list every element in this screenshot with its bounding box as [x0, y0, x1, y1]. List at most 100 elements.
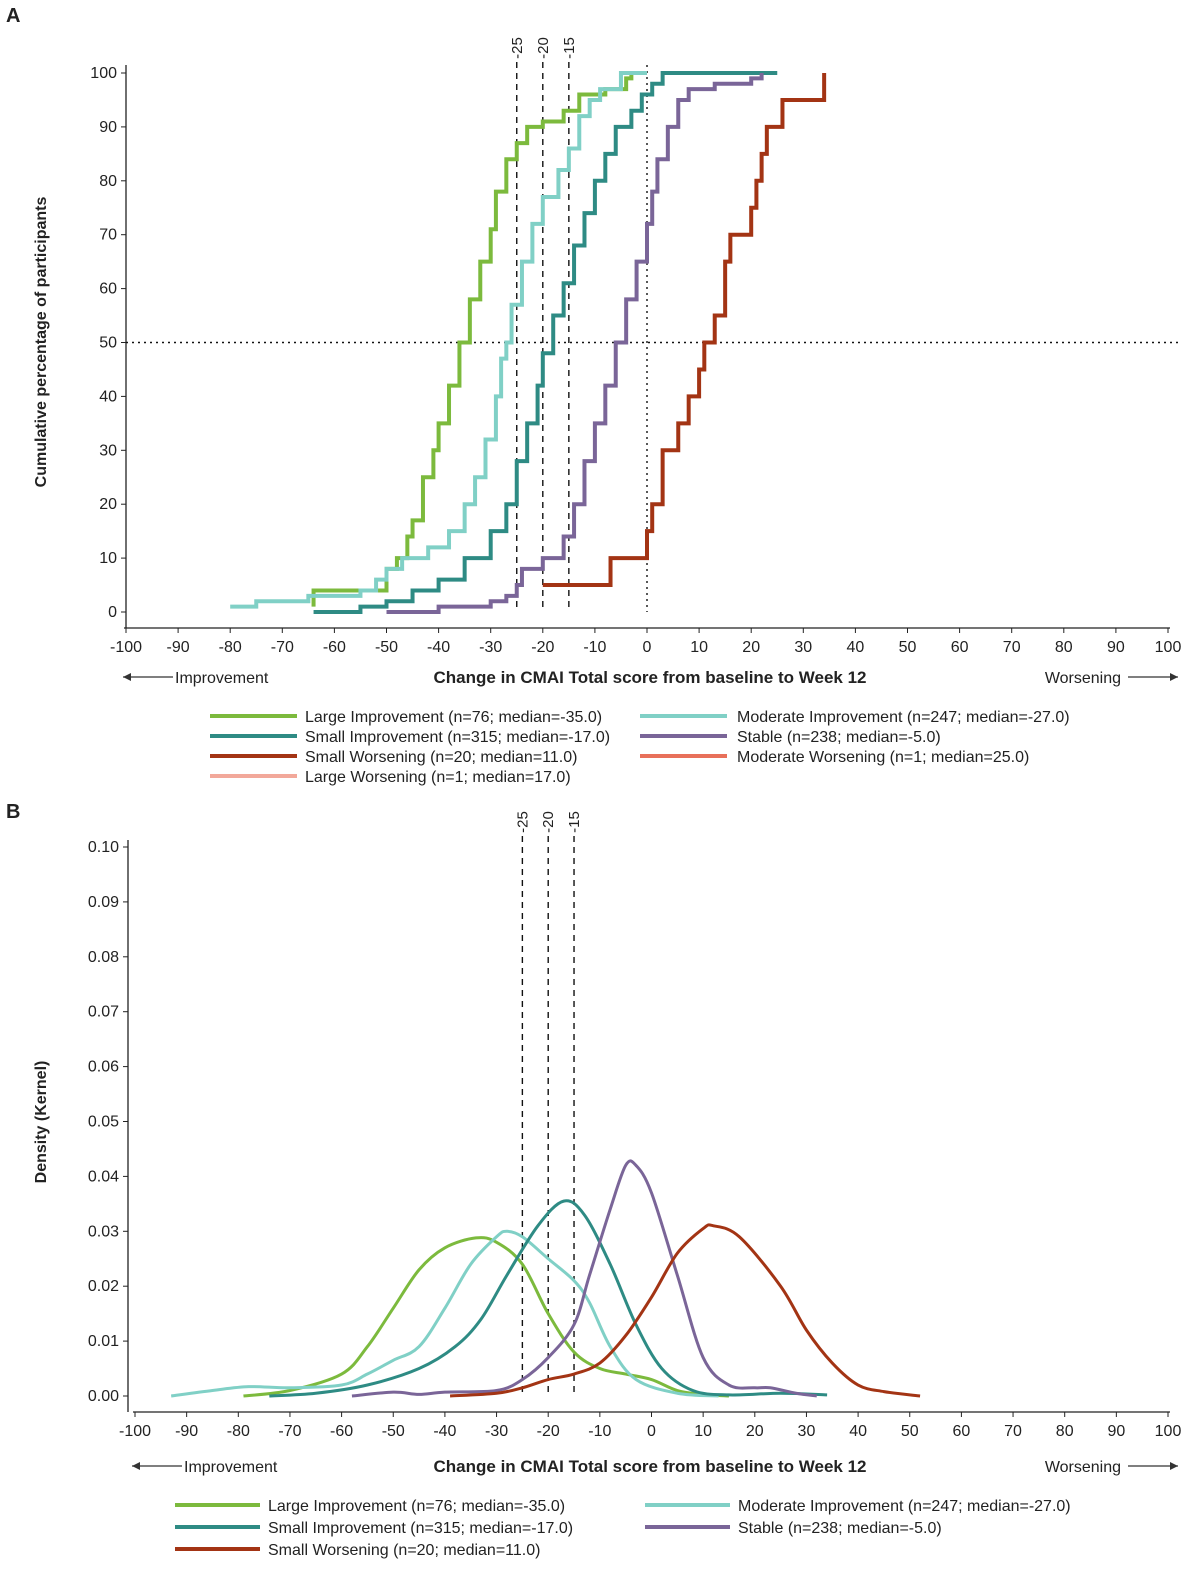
- y-tick-label: 0.00: [88, 1388, 119, 1405]
- reference-line-label: -20: [540, 811, 557, 833]
- panel-b: B-100 -90 -80 -70 -60 -50 -40 -30 -20 -10 0 10 20 30 4…: [6, 801, 1181, 1559]
- x-tick-label: -40: [427, 639, 450, 656]
- y-tick-label: 0.10: [88, 839, 119, 856]
- legend-label: Small Worsening (n=20; median=11.0): [305, 749, 577, 766]
- x-tick-label: -10: [588, 1423, 611, 1440]
- reference-line-label: -25: [514, 811, 531, 833]
- x-tick-label: 0: [643, 639, 652, 656]
- x-tick-label: -50: [375, 639, 398, 656]
- y-tick-label: 40: [99, 388, 117, 405]
- y-tick-label: 10: [99, 550, 117, 567]
- x-axis-title: Change in CMAI Total score from baseline…: [434, 668, 867, 687]
- x-tick-label: -50: [382, 1423, 405, 1440]
- y-axis-title: Cumulative percentage of participants: [33, 197, 50, 488]
- x-tick-label: -90: [175, 1423, 198, 1440]
- x-tick-label: -10: [583, 639, 606, 656]
- series-moderate-improvement: [170, 1229, 719, 1398]
- x-tick-label: -80: [227, 1423, 250, 1440]
- x-tick-label: 70: [1004, 1423, 1022, 1440]
- y-tick-label: 70: [99, 227, 117, 244]
- y-tick-label: 0.05: [88, 1114, 119, 1131]
- x-tick-label: -70: [271, 639, 294, 656]
- y-axis-title: Density (Kernel): [33, 1061, 50, 1184]
- x-tick-label: 60: [953, 1423, 971, 1440]
- legend-label: Moderate Worsening (n=1; median=25.0): [737, 749, 1029, 766]
- legend-label: Small Worsening (n=20; median=11.0): [268, 1542, 540, 1559]
- x-tick-label: -20: [531, 639, 554, 656]
- x-tick-label: 70: [1003, 639, 1021, 656]
- left-arrow-head-icon: [123, 673, 131, 681]
- x-tick-label: 50: [899, 639, 917, 656]
- y-tick-label: 0.08: [88, 949, 119, 966]
- x-tick-label: 20: [742, 639, 760, 656]
- legend-label: Small Improvement (n=315; median=-17.0): [305, 729, 610, 746]
- x-tick-label: 90: [1107, 1423, 1125, 1440]
- panel-label: B: [6, 801, 20, 823]
- legend-label: Stable (n=238; median=-5.0): [738, 1520, 942, 1537]
- legend-label: Moderate Improvement (n=247; median=-27.…: [737, 709, 1070, 726]
- y-tick-label: 80: [99, 173, 117, 190]
- series-small-worsening: [542, 73, 827, 588]
- y-tick-label: 0.09: [88, 894, 119, 911]
- series-stable: [351, 1159, 817, 1398]
- x-tick-label: 100: [1155, 639, 1182, 656]
- x-tick-label: 80: [1055, 639, 1073, 656]
- x-tick-label: -60: [323, 639, 346, 656]
- y-tick-label: 30: [99, 442, 117, 459]
- x-tick-label: -100: [119, 1423, 151, 1440]
- series-small-improvement: [269, 1199, 828, 1398]
- y-tick-label: 100: [90, 65, 117, 82]
- x-tick-label: -30: [485, 1423, 508, 1440]
- x-tick-label: 40: [849, 1423, 867, 1440]
- reference-line-label: -25: [509, 37, 526, 59]
- reference-line-label: -20: [535, 37, 552, 59]
- y-tick-label: 60: [99, 281, 117, 298]
- y-tick-label: 0.01: [88, 1333, 119, 1350]
- x-tick-label: 80: [1056, 1423, 1074, 1440]
- x-tick-label: 90: [1107, 639, 1125, 656]
- x-tick-label: 30: [794, 639, 812, 656]
- x-tick-label: -20: [537, 1423, 560, 1440]
- legend-label: Stable (n=238; median=-5.0): [737, 729, 941, 746]
- legend-label: Large Improvement (n=76; median=-35.0): [268, 1498, 565, 1515]
- reference-line-label: -15: [561, 37, 578, 59]
- reference-line-label: -15: [566, 811, 583, 833]
- x-tick-label: -90: [167, 639, 190, 656]
- x-tick-label: 100: [1155, 1423, 1182, 1440]
- x-tick-label: 20: [746, 1423, 764, 1440]
- panel-label: A: [6, 5, 20, 27]
- x-tick-label: -30: [479, 639, 502, 656]
- right-arrow-head-icon: [1170, 1462, 1178, 1470]
- y-tick-label: 0.02: [88, 1278, 119, 1295]
- x-tick-label: -100: [110, 639, 142, 656]
- x-tick-label: 50: [901, 1423, 919, 1440]
- legend-label: Large Improvement (n=76; median=-35.0): [305, 709, 602, 726]
- y-tick-label: 0.07: [88, 1004, 119, 1021]
- x-tick-label: 60: [951, 639, 969, 656]
- series-small-improvement: [313, 71, 778, 614]
- y-tick-label: 20: [99, 496, 117, 513]
- right-arrow-head-icon: [1170, 673, 1178, 681]
- y-tick-label: 50: [99, 335, 117, 352]
- improvement-annotation: Improvement: [184, 1459, 278, 1476]
- series-large-improvement: [311, 73, 634, 607]
- y-tick-label: 0.06: [88, 1059, 119, 1076]
- x-tick-label: -80: [219, 639, 242, 656]
- x-tick-label: 0: [647, 1423, 656, 1440]
- legend-label: Large Worsening (n=1; median=17.0): [305, 769, 571, 786]
- x-tick-label: 30: [798, 1423, 816, 1440]
- x-tick-label: 40: [847, 639, 865, 656]
- series-moderate-improvement: [230, 71, 647, 609]
- panel-a: A-100 -90 -80 -70 -60 -50 -40 -30 -20 -10 0 10 20 30 4…: [6, 5, 1181, 786]
- x-tick-label: -70: [278, 1423, 301, 1440]
- worsening-annotation: Worsening: [1045, 1459, 1121, 1476]
- y-tick-label: 0: [108, 604, 117, 621]
- x-axis-title: Change in CMAI Total score from baseline…: [434, 1457, 867, 1476]
- legend-label: Moderate Improvement (n=247; median=-27.…: [738, 1498, 1071, 1515]
- improvement-annotation: Improvement: [175, 670, 269, 687]
- series-large-improvement: [243, 1236, 730, 1398]
- x-tick-label: -60: [330, 1423, 353, 1440]
- y-tick-label: 0.03: [88, 1223, 119, 1240]
